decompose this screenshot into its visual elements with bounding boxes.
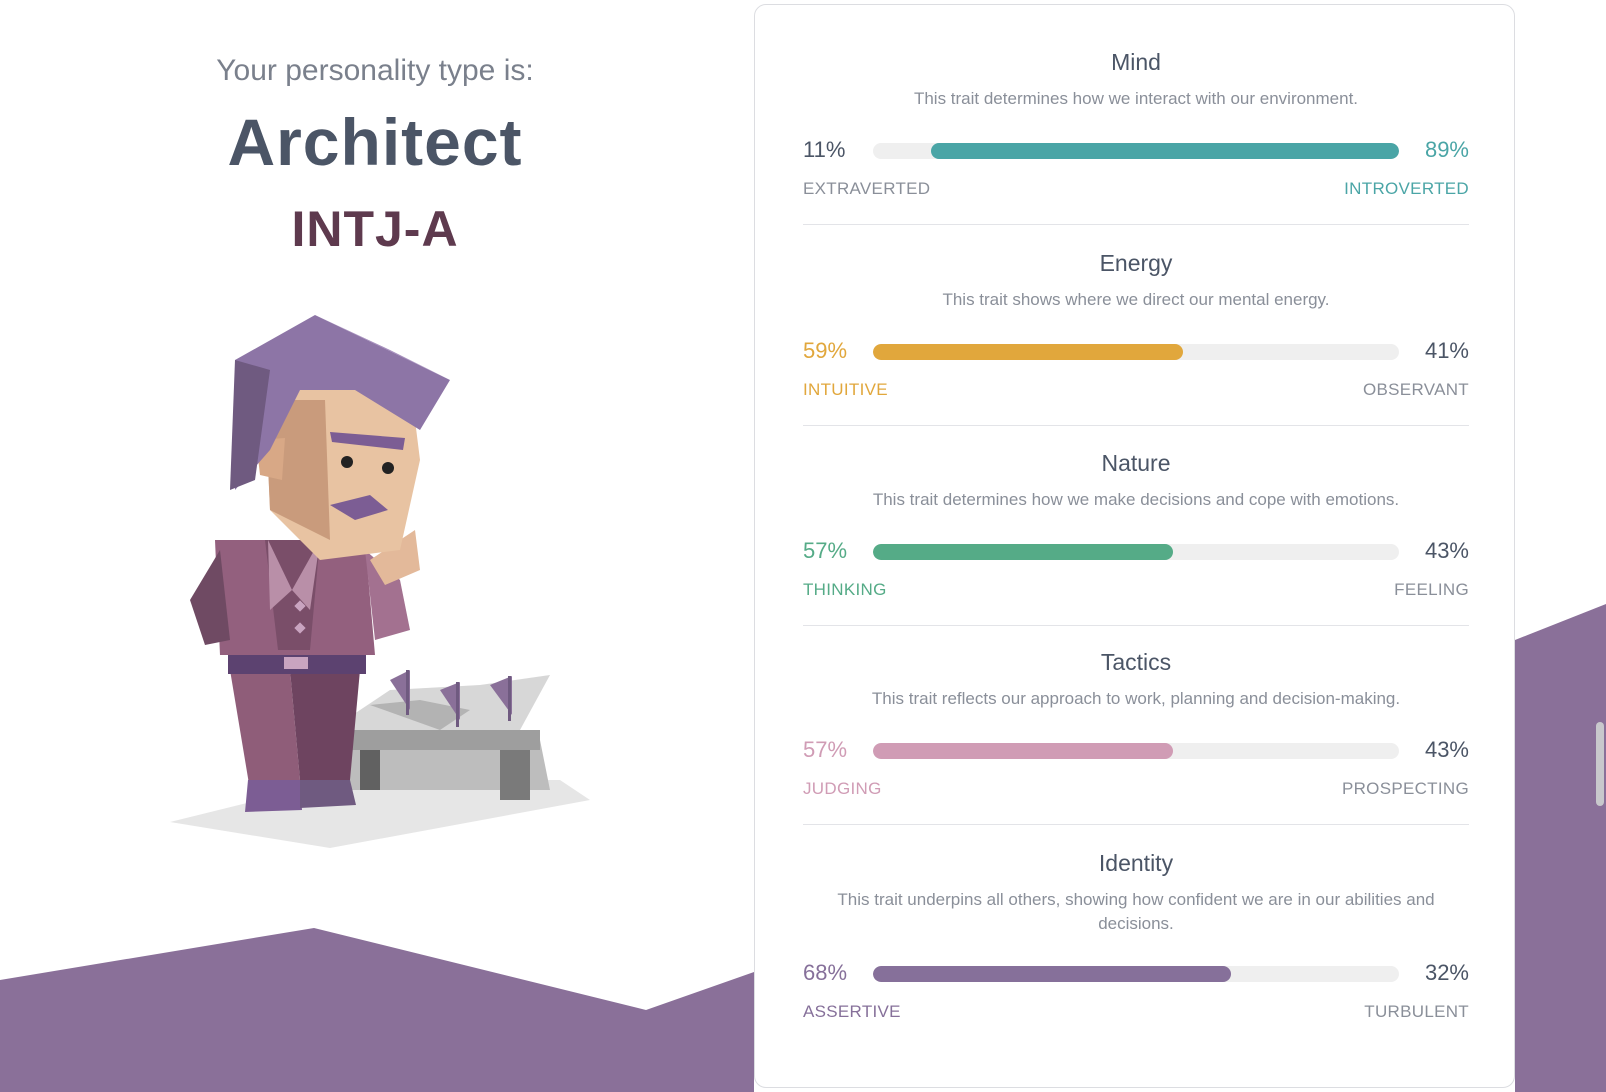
personality-type-name: Architect bbox=[227, 105, 523, 179]
trait-description: This trait determines how we make decisi… bbox=[872, 490, 1400, 509]
trait-bar-track[interactable] bbox=[873, 143, 1399, 159]
trait-bar-track[interactable] bbox=[873, 544, 1399, 560]
personality-summary: Your personality type is: Architect INTJ… bbox=[0, 0, 750, 1092]
trait-bar-track[interactable] bbox=[873, 743, 1399, 759]
trait-description: This trait shows where we direct our men… bbox=[942, 290, 1330, 309]
right-percent: 41% bbox=[1424, 338, 1469, 363]
right-percent: 43% bbox=[1424, 538, 1469, 563]
trait-energy: Energy This trait shows where we direct … bbox=[803, 250, 1469, 430]
divider bbox=[803, 425, 1469, 426]
trait-bar-row: 68% 32% bbox=[803, 960, 1469, 990]
right-trait-label: FEELING bbox=[1394, 580, 1469, 599]
page-scrollbar[interactable] bbox=[1594, 0, 1606, 1092]
divider bbox=[803, 625, 1469, 626]
left-trait-label: ASSERTIVE bbox=[803, 1002, 901, 1021]
left-percent: 11% bbox=[803, 137, 846, 162]
trait-bar-fill bbox=[873, 966, 1231, 982]
result-subtitle: Your personality type is: bbox=[216, 54, 534, 87]
trait-tactics: Tactics This trait reflects our approach… bbox=[803, 649, 1469, 829]
traits-card: Mind This trait determines how we intera… bbox=[754, 4, 1515, 1088]
trait-title: Tactics bbox=[1100, 649, 1172, 675]
scrollbar-thumb[interactable] bbox=[1596, 722, 1604, 806]
right-trait-label: INTROVERTED bbox=[1344, 179, 1469, 198]
trait-mind: Mind This trait determines how we intera… bbox=[803, 49, 1469, 229]
right-trait-label: TURBULENT bbox=[1364, 1002, 1469, 1021]
trait-description: This trait underpins all others, showing… bbox=[837, 890, 1435, 933]
left-percent: 57% bbox=[803, 538, 848, 563]
left-percent: 68% bbox=[803, 960, 848, 985]
trait-bar-row: 57% 43% bbox=[803, 737, 1469, 767]
right-percent: 89% bbox=[1424, 137, 1469, 162]
left-trait-label: JUDGING bbox=[803, 779, 882, 798]
trait-bar-row: 59% 41% bbox=[803, 338, 1469, 368]
left-trait-label: THINKING bbox=[803, 580, 887, 599]
trait-description: This trait determines how we interact wi… bbox=[913, 89, 1359, 108]
divider bbox=[803, 824, 1469, 825]
trait-identity: Identity This trait underpins all others… bbox=[803, 850, 1469, 1050]
left-percent: 57% bbox=[803, 737, 848, 762]
architect-character-illustration bbox=[170, 315, 590, 848]
personality-type-code: INTJ-A bbox=[291, 201, 459, 257]
right-trait-label: PROSPECTING bbox=[1341, 779, 1469, 798]
left-percent: 59% bbox=[803, 338, 848, 363]
right-trait-label: OBSERVANT bbox=[1363, 380, 1469, 399]
trait-title: Mind bbox=[1111, 49, 1161, 75]
trait-bar-track[interactable] bbox=[873, 344, 1399, 360]
left-trait-label: INTUITIVE bbox=[803, 380, 888, 399]
trait-bar-row: 57% 43% bbox=[803, 538, 1469, 568]
trait-bar-row: 11% 89% bbox=[803, 137, 1469, 167]
trait-bar-track[interactable] bbox=[873, 966, 1399, 982]
trait-title: Nature bbox=[1101, 450, 1171, 476]
trait-nature: Nature This trait determines how we make… bbox=[803, 450, 1469, 630]
trait-description: This trait reflects our approach to work… bbox=[871, 689, 1401, 708]
trait-bar-fill bbox=[873, 743, 1173, 759]
trait-bar-fill bbox=[873, 544, 1173, 560]
trait-bar-fill bbox=[873, 344, 1184, 360]
divider bbox=[803, 224, 1469, 225]
left-trait-label: EXTRAVERTED bbox=[803, 179, 931, 198]
trait-bar-fill bbox=[930, 143, 1399, 159]
trait-title: Identity bbox=[1098, 850, 1174, 876]
right-percent: 32% bbox=[1424, 960, 1469, 985]
trait-title: Energy bbox=[1099, 250, 1173, 276]
right-percent: 43% bbox=[1424, 737, 1469, 762]
